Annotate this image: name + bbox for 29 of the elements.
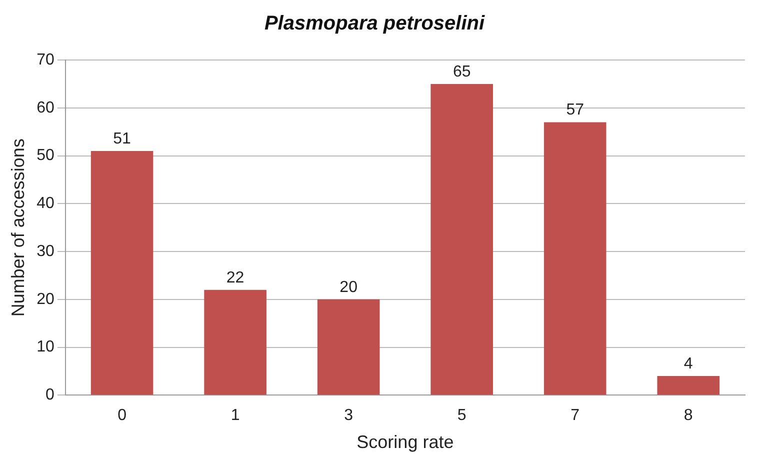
bar <box>317 299 380 395</box>
y-axis-title: Number of accessions <box>8 138 28 317</box>
x-tick-label: 3 <box>344 407 354 424</box>
bar <box>204 290 266 395</box>
data-label: 22 <box>226 269 244 286</box>
bar <box>544 122 606 395</box>
x-tick-label: 8 <box>684 407 693 424</box>
bar <box>657 376 720 395</box>
y-tick-label: 40 <box>36 195 54 212</box>
y-tick-label: 0 <box>45 386 54 404</box>
x-axis-title: Scoring rate <box>356 432 454 452</box>
y-tick-label: 30 <box>36 242 54 260</box>
data-label: 65 <box>452 63 471 80</box>
y-tick-label: 70 <box>36 51 54 68</box>
chart-title: Plasmopara petroselini <box>264 12 485 35</box>
bar <box>90 150 154 395</box>
y-tick-label: 50 <box>36 147 54 164</box>
data-label: 57 <box>566 102 584 119</box>
data-label: 4 <box>684 355 693 372</box>
x-tick-label: 0 <box>118 407 127 424</box>
data-label: 20 <box>340 278 358 296</box>
y-tick-label: 10 <box>36 338 54 356</box>
y-tick-label: 20 <box>36 290 54 308</box>
x-tick-label: 5 <box>457 407 466 424</box>
bar <box>430 84 493 395</box>
x-tick-label: 7 <box>570 407 580 424</box>
x-tick-label: 1 <box>230 407 240 424</box>
data-label: 51 <box>113 130 132 148</box>
y-tick-label: 60 <box>36 99 54 116</box>
